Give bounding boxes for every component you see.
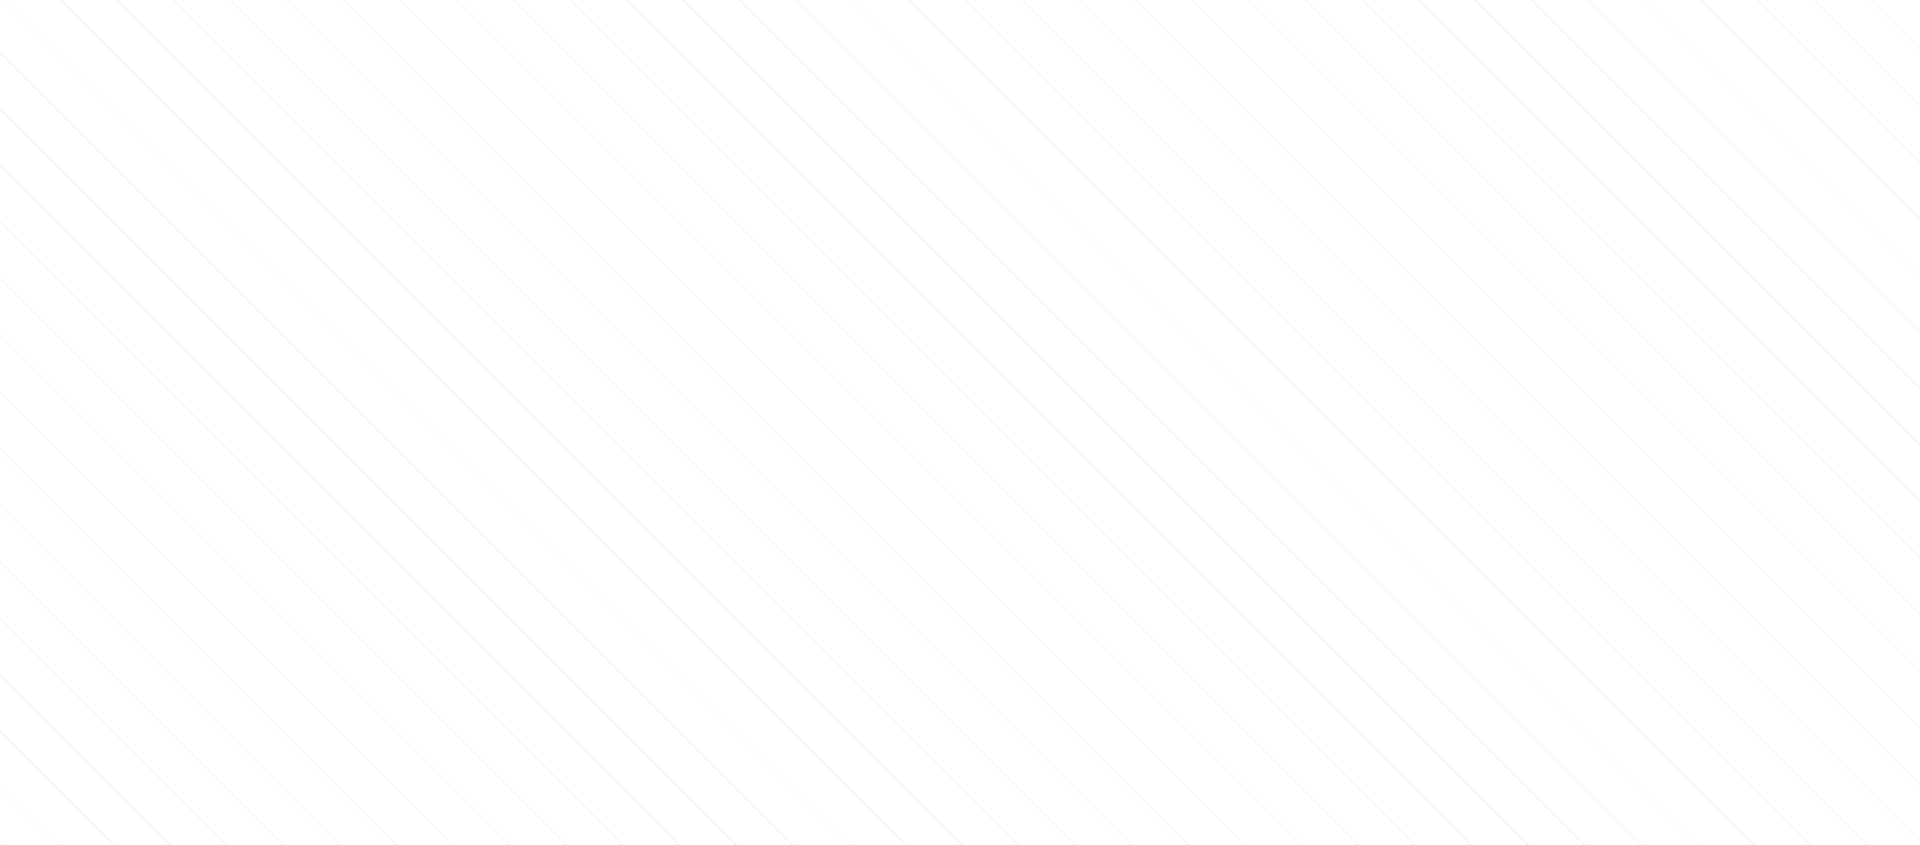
infographic-stage <box>0 0 1920 845</box>
